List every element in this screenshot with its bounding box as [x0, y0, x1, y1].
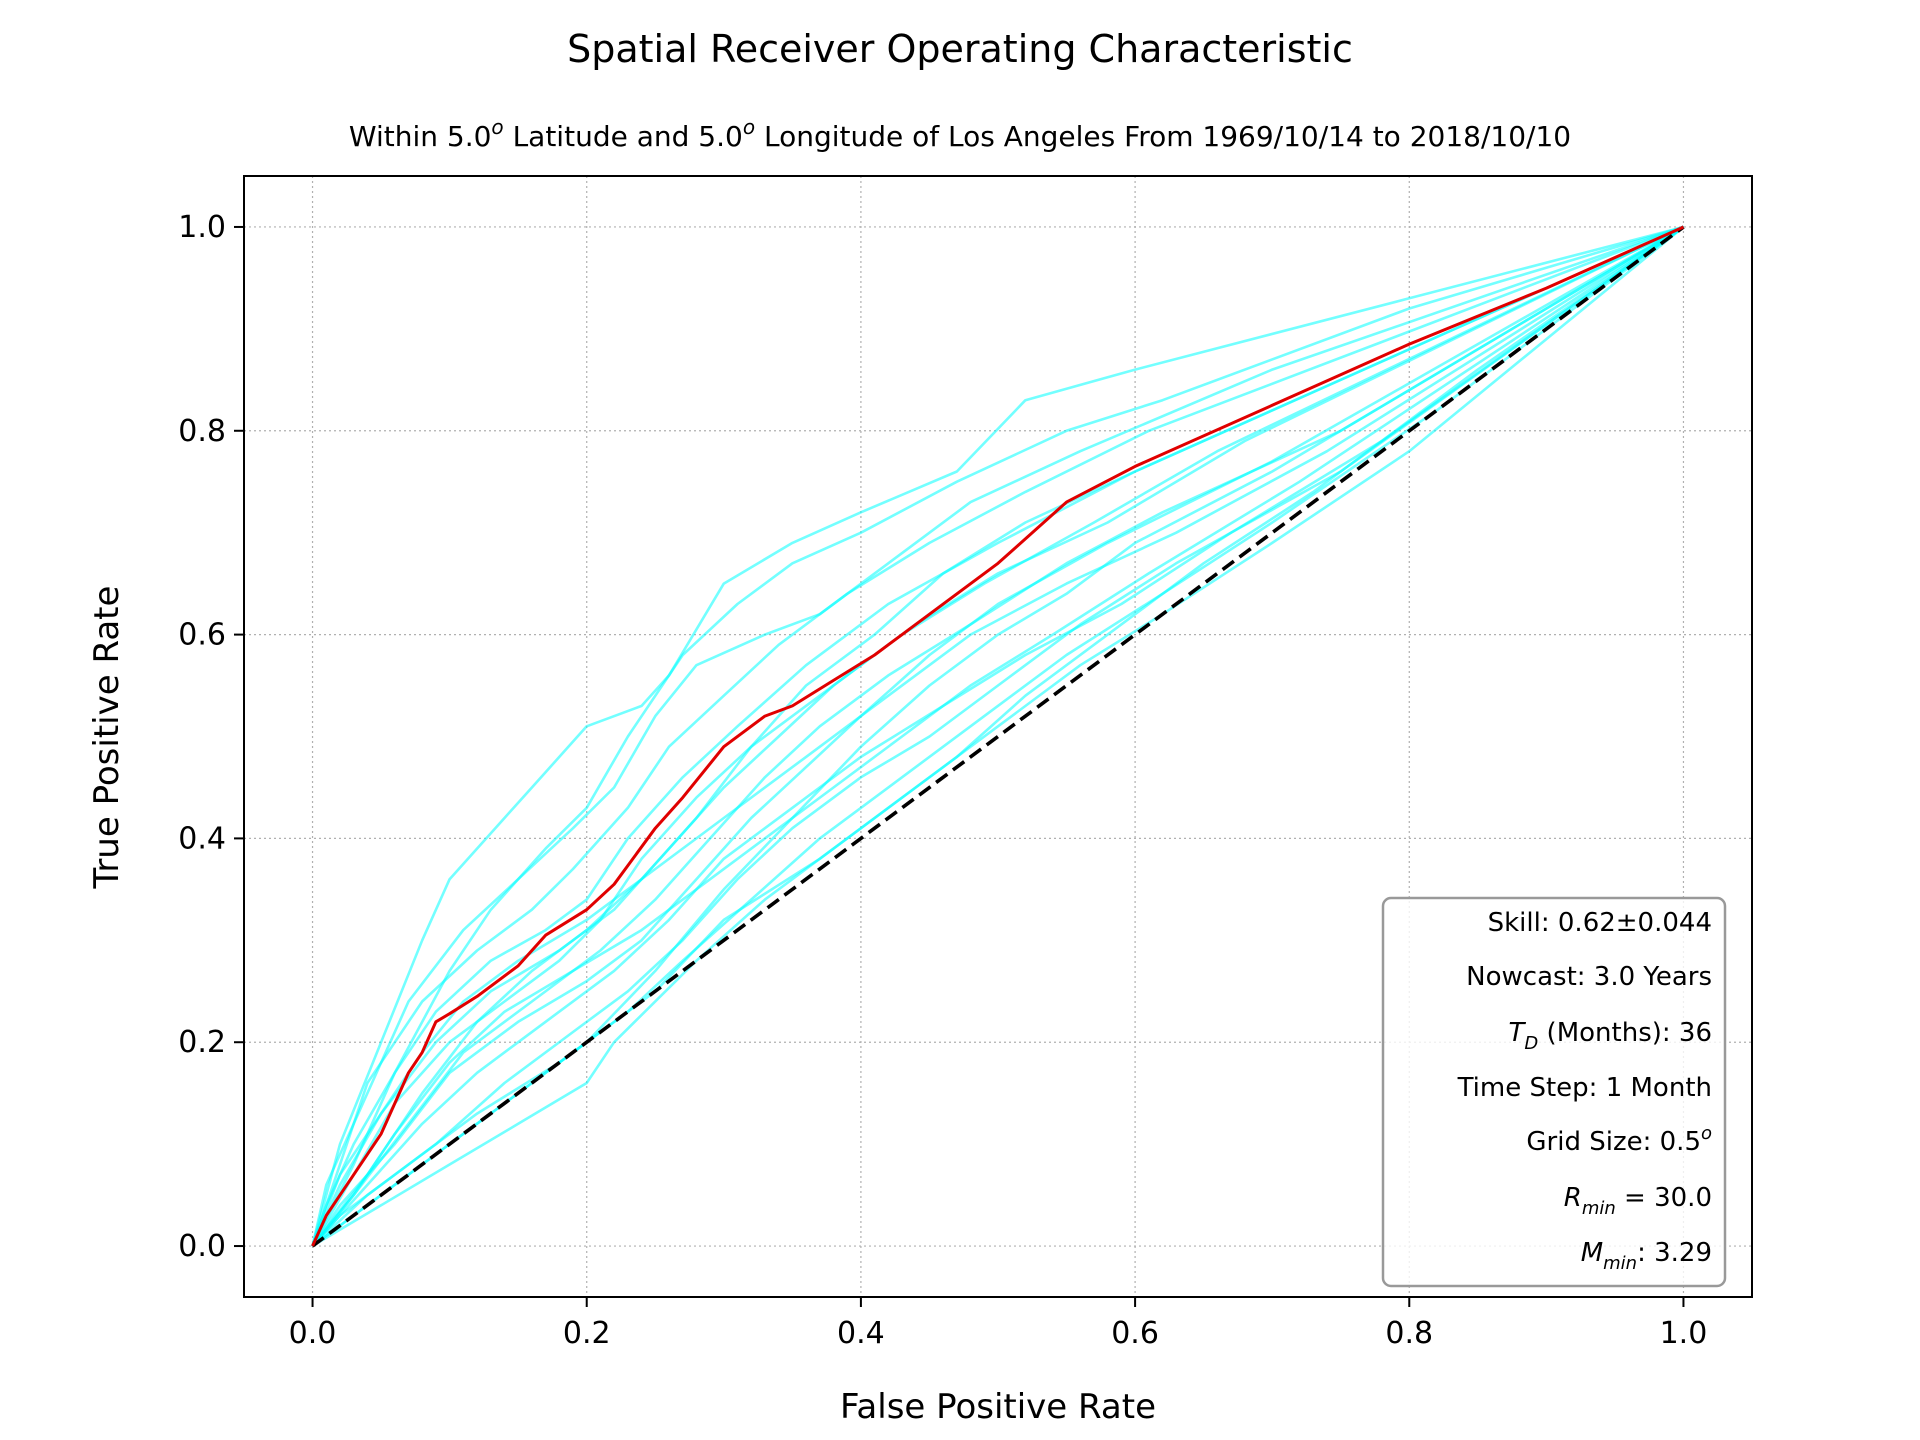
random-curve	[311, 225, 1685, 1247]
subtitle-degree-2: o	[743, 115, 755, 139]
x-tick-label: 1.0	[1660, 1316, 1708, 1351]
info-mmin-rest: : 3.29	[1637, 1238, 1712, 1268]
random-curve	[311, 225, 1685, 1247]
info-rmin-sub: min	[1582, 1198, 1616, 1219]
random-curve	[311, 225, 1684, 1247]
info-rmin-symbol: R	[1564, 1183, 1582, 1213]
info-td: TD (Months): 36	[1509, 1018, 1712, 1054]
x-tick-label: 0.8	[1385, 1316, 1433, 1351]
info-rmin-rest: = 30.0	[1616, 1183, 1712, 1213]
chart-title: Spatial Receiver Operating Characteristi…	[567, 27, 1353, 71]
random-curve	[311, 225, 1685, 1248]
info-mmin-symbol: M	[1581, 1238, 1603, 1268]
subtitle-middle: Latitude and 5.0	[504, 120, 743, 153]
info-box-frame	[1381, 896, 1727, 1288]
random-curve	[311, 225, 1685, 1247]
y-tick-label: 0.2	[178, 1025, 226, 1060]
info-grid-sup: o	[1701, 1123, 1712, 1144]
random-curve	[311, 225, 1685, 1247]
diagonal-layer	[311, 225, 1685, 1248]
x-tick-label: 0.0	[289, 1316, 337, 1351]
x-ticks: 0.0 0.2 0.4 0.6 0.8 1.0	[289, 1297, 1708, 1351]
mean-roc-curve	[311, 225, 1685, 1247]
random-curve	[311, 225, 1685, 1247]
y-tick-label: 0.8	[178, 414, 226, 449]
random-curve	[311, 225, 1684, 1247]
y-tick-label: 0.6	[178, 618, 226, 653]
diagonal-line	[311, 225, 1685, 1248]
info-grid: Grid Size: 0.5o	[1526, 1123, 1712, 1157]
random-curve	[311, 225, 1685, 1247]
info-grid-prefix: Grid Size: 0.5	[1526, 1127, 1701, 1157]
axes-frame	[243, 175, 1753, 1298]
info-td-sub: D	[1524, 1033, 1538, 1054]
random-curve	[311, 225, 1685, 1247]
random-curves	[311, 225, 1685, 1248]
info-mmin-sub: min	[1603, 1253, 1637, 1274]
info-nowcast: Nowcast: 3.0 Years	[1466, 962, 1712, 992]
info-rmin: Rmin = 30.0	[1564, 1183, 1712, 1219]
random-curve	[311, 225, 1684, 1247]
chart-subtitle: Within 5.0o Latitude and 5.0o Longitude …	[349, 115, 1571, 153]
subtitle-suffix: Longitude of Los Angeles From 1969/10/14…	[755, 120, 1571, 153]
y-tick-label: 0.4	[178, 821, 226, 856]
x-tick-label: 0.6	[1111, 1316, 1159, 1351]
mean-layer	[311, 225, 1685, 1247]
info-mmin: Mmin: 3.29	[1581, 1238, 1712, 1274]
y-tick-label: 1.0	[178, 210, 226, 245]
x-tick-label: 0.4	[837, 1316, 885, 1351]
info-box: Skill: 0.62±0.044 Nowcast: 3.0 Years TD …	[1381, 896, 1727, 1288]
info-timestep: Time Step: 1 Month	[1457, 1073, 1712, 1103]
x-axis-label: False Positive Rate	[840, 1387, 1156, 1427]
random-curve	[311, 225, 1685, 1247]
info-td-rest: (Months): 36	[1538, 1018, 1712, 1048]
subtitle-prefix: Within 5.0	[349, 120, 492, 153]
random-curve	[311, 225, 1684, 1247]
y-tick-label: 0.0	[178, 1229, 226, 1264]
info-td-symbol: T	[1509, 1018, 1527, 1048]
y-ticks: 0.0 0.2 0.4 0.6 0.8 1.0	[178, 210, 244, 1264]
y-axis-label: True Positive Rate	[87, 586, 127, 890]
x-tick-label: 0.2	[563, 1316, 611, 1351]
info-skill: Skill: 0.62±0.044	[1488, 908, 1712, 938]
random-curve	[311, 225, 1685, 1247]
random-curve	[311, 225, 1685, 1247]
subtitle-degree-1: o	[491, 115, 503, 139]
